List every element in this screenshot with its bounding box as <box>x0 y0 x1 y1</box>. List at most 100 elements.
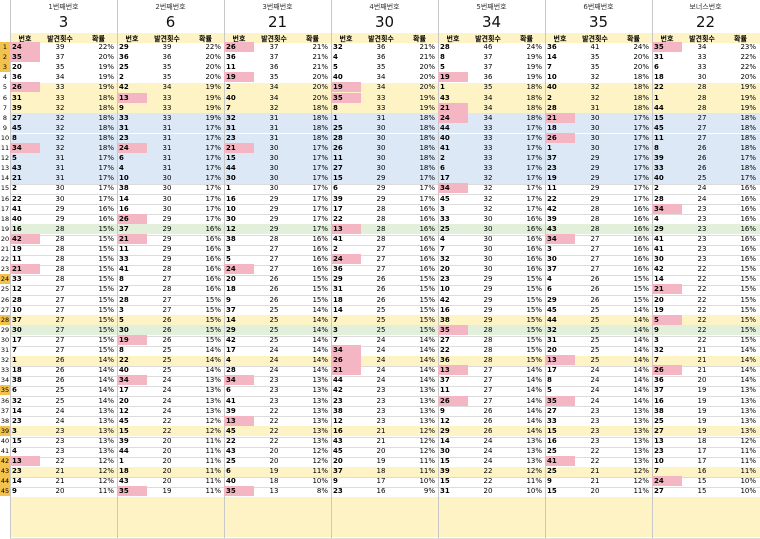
count-cell[interactable]: 20 <box>590 487 600 496</box>
number-cell[interactable]: 15 <box>547 426 557 435</box>
number-cell[interactable]: 7 <box>654 356 659 365</box>
probability-cell[interactable]: 17% <box>312 194 328 203</box>
count-cell[interactable]: 24 <box>162 406 172 415</box>
count-cell[interactable]: 26 <box>590 295 600 304</box>
number-cell[interactable]: 40 <box>547 83 557 92</box>
number-cell[interactable]: 3 <box>333 325 338 334</box>
count-cell[interactable]: 28 <box>55 245 65 253</box>
number-cell[interactable]: 19 <box>547 174 557 183</box>
probability-cell[interactable]: 15% <box>740 285 756 294</box>
number-cell[interactable]: 10 <box>226 204 236 213</box>
count-cell[interactable]: 27 <box>483 386 493 395</box>
number-cell[interactable]: 15 <box>547 487 557 496</box>
probability-cell[interactable]: 15% <box>740 315 756 324</box>
number-cell[interactable]: 42 <box>333 386 343 395</box>
number-cell[interactable]: 33 <box>12 275 22 284</box>
number-cell[interactable]: 34 <box>652 203 682 214</box>
number-cell[interactable]: 22 <box>440 346 450 354</box>
count-cell[interactable]: 29 <box>590 164 600 173</box>
count-cell[interactable]: 36 <box>269 63 279 72</box>
count-cell[interactable]: 31 <box>55 174 65 183</box>
probability-cell[interactable]: 13% <box>98 416 114 425</box>
count-cell[interactable]: 22 <box>162 426 172 435</box>
probability-cell[interactable]: 15% <box>98 285 114 294</box>
probability-cell[interactable]: 16% <box>633 245 649 253</box>
probability-cell[interactable]: 18% <box>526 83 542 92</box>
count-cell[interactable]: 27 <box>162 295 172 304</box>
count-cell[interactable]: 27 <box>269 265 279 274</box>
probability-cell[interactable]: 15% <box>98 315 114 324</box>
number-cell[interactable]: 40 <box>119 366 129 375</box>
number-cell[interactable]: 40 <box>333 73 343 82</box>
probability-cell[interactable]: 15% <box>98 234 114 243</box>
probability-cell[interactable]: 14% <box>633 305 649 314</box>
probability-cell[interactable]: 18% <box>740 164 756 173</box>
number-cell[interactable]: 21 <box>224 143 254 153</box>
count-cell[interactable]: 17 <box>697 447 707 455</box>
count-cell[interactable]: 19 <box>697 416 707 425</box>
count-cell[interactable]: 19 <box>697 396 707 405</box>
probability-cell[interactable]: 17% <box>633 184 649 193</box>
probability-cell[interactable]: 13% <box>312 406 328 415</box>
number-cell[interactable]: 14 <box>119 194 129 203</box>
number-cell[interactable]: 41 <box>654 234 664 243</box>
probability-cell[interactable]: 14% <box>419 366 435 375</box>
count-cell[interactable]: 34 <box>483 103 493 112</box>
probability-cell[interactable]: 20% <box>205 73 221 82</box>
number-cell[interactable]: 6 <box>12 386 17 395</box>
number-cell[interactable]: 19 <box>438 72 468 83</box>
number-cell[interactable]: 32 <box>654 346 664 354</box>
probability-cell[interactable]: 13% <box>633 436 649 445</box>
count-cell[interactable]: 30 <box>269 154 279 163</box>
probability-cell[interactable]: 17% <box>312 154 328 163</box>
probability-cell[interactable]: 14% <box>526 396 542 405</box>
probability-cell[interactable]: 18% <box>312 103 328 112</box>
number-cell[interactable]: 44 <box>226 164 236 173</box>
count-cell[interactable]: 33 <box>55 83 65 92</box>
number-cell[interactable]: 3 <box>119 305 124 314</box>
count-cell[interactable]: 26 <box>162 325 172 334</box>
count-cell[interactable]: 24 <box>590 396 600 405</box>
count-cell[interactable]: 27 <box>590 255 600 264</box>
number-cell[interactable]: 18 <box>654 73 664 82</box>
count-cell[interactable]: 25 <box>376 305 386 314</box>
probability-cell[interactable]: 13% <box>419 416 435 425</box>
probability-cell[interactable]: 16% <box>740 214 756 223</box>
number-cell[interactable]: 32 <box>547 325 557 334</box>
number-cell[interactable]: 14 <box>333 305 343 314</box>
number-cell[interactable]: 31 <box>440 487 450 496</box>
count-cell[interactable]: 23 <box>697 214 707 223</box>
probability-cell[interactable]: 17% <box>205 144 221 152</box>
number-cell[interactable]: 23 <box>440 275 450 284</box>
probability-cell[interactable]: 15% <box>633 285 649 294</box>
probability-cell[interactable]: 12% <box>526 467 542 476</box>
count-cell[interactable]: 29 <box>590 194 600 203</box>
probability-cell[interactable]: 16% <box>740 184 756 193</box>
number-cell[interactable]: 1 <box>12 356 17 365</box>
count-cell[interactable]: 20 <box>162 436 172 445</box>
count-cell[interactable]: 31 <box>162 133 172 142</box>
probability-cell[interactable]: 8% <box>316 487 328 496</box>
count-cell[interactable]: 27 <box>483 366 493 375</box>
probability-cell[interactable]: 17% <box>633 154 649 163</box>
probability-cell[interactable]: 15% <box>312 285 328 294</box>
count-cell[interactable]: 32 <box>269 103 279 112</box>
count-cell[interactable]: 19 <box>697 406 707 415</box>
probability-cell[interactable]: 17% <box>98 164 114 173</box>
count-cell[interactable]: 35 <box>162 63 172 72</box>
number-cell[interactable]: 18 <box>333 295 343 304</box>
count-cell[interactable]: 30 <box>483 265 493 274</box>
probability-cell[interactable]: 16% <box>205 224 221 233</box>
count-cell[interactable]: 23 <box>376 386 386 395</box>
probability-cell[interactable]: 17% <box>205 174 221 183</box>
number-cell[interactable]: 25 <box>333 123 343 132</box>
probability-cell[interactable]: 12% <box>740 436 756 445</box>
probability-cell[interactable]: 16% <box>633 204 649 213</box>
number-cell[interactable]: 12 <box>440 416 450 425</box>
probability-cell[interactable]: 13% <box>98 426 114 435</box>
count-cell[interactable]: 21 <box>697 356 707 365</box>
probability-cell[interactable]: 11% <box>419 457 435 466</box>
count-cell[interactable]: 23 <box>697 224 707 233</box>
number-cell[interactable]: 23 <box>12 467 22 476</box>
count-cell[interactable]: 30 <box>483 245 493 253</box>
